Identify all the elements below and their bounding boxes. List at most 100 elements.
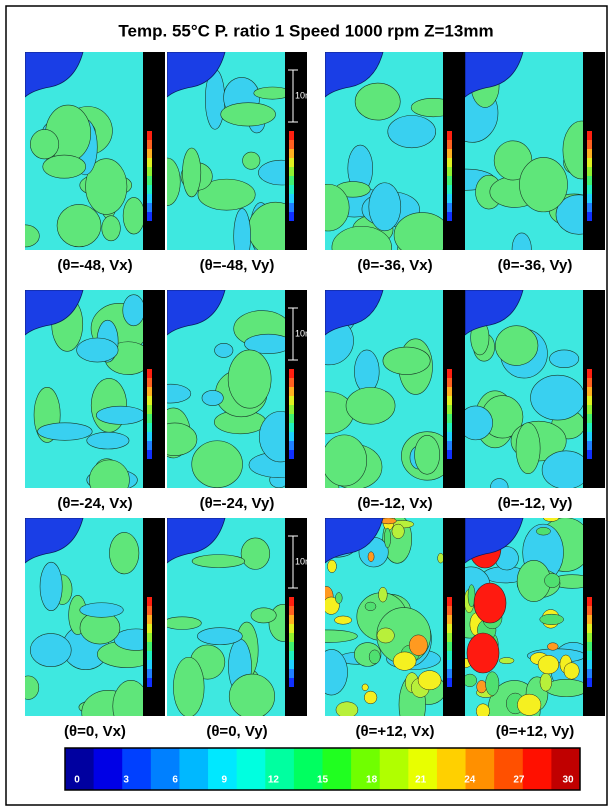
colorbar-frame	[64, 747, 581, 791]
contour-blob	[498, 657, 515, 665]
mini-colorbar	[147, 194, 152, 203]
contour-blob	[29, 129, 60, 160]
wall-region	[465, 290, 524, 336]
mini-colorbar	[447, 212, 452, 221]
contour-blob	[539, 672, 552, 692]
contour-blob	[384, 527, 391, 549]
contour-blob	[519, 157, 568, 213]
mini-colorbar	[587, 396, 592, 405]
colorbar-segment	[179, 748, 209, 790]
mini-colorbar	[289, 194, 294, 203]
contour-panel: (θ=-12, Vx)	[325, 290, 465, 512]
contour-blob	[417, 670, 442, 691]
mini-colorbar	[147, 606, 152, 615]
contour-blob	[378, 586, 388, 603]
colorbar-segment	[150, 748, 180, 790]
mini-colorbar	[289, 450, 294, 459]
colorbar-tick-label: 3	[123, 775, 129, 786]
contour-blob	[244, 333, 285, 354]
panel-label: (θ=0, Vx)	[64, 723, 126, 740]
mini-colorbar	[447, 669, 452, 678]
wall-region	[25, 518, 84, 564]
mini-colorbar	[147, 669, 152, 678]
contour-panel: (θ=0, Vx)	[25, 518, 165, 740]
contour-blob	[101, 215, 121, 242]
panel-label: (θ=0, Vy)	[206, 723, 267, 740]
contour-blob	[250, 607, 277, 624]
contour-blob	[214, 342, 234, 358]
contour-blob	[517, 693, 542, 716]
mini-colorbar	[147, 597, 152, 606]
mini-colorbar	[587, 441, 592, 450]
contour-panel: (θ=-24, Vy) 10mm	[167, 290, 320, 512]
mini-colorbar	[289, 185, 294, 194]
contour-blob	[530, 374, 583, 421]
contour-blob	[327, 559, 337, 573]
contour-blob	[197, 627, 243, 645]
contour-blob	[391, 523, 405, 539]
contour-blob	[122, 197, 143, 235]
contour-blob	[367, 551, 375, 562]
contour-blob	[376, 627, 395, 644]
contour-field	[167, 52, 285, 250]
contour-blob	[465, 405, 493, 441]
side-strip	[285, 518, 307, 716]
contour-blob	[345, 387, 396, 425]
mini-colorbar	[587, 597, 592, 606]
mini-colorbar	[147, 423, 152, 432]
side-strip	[443, 290, 465, 488]
panel-label: (θ=-12, Vx)	[357, 495, 432, 512]
side-strip	[583, 52, 605, 250]
mini-colorbar	[289, 149, 294, 158]
colorbar-tick-label: 30	[562, 775, 574, 786]
colorbar-segment	[236, 748, 266, 790]
colorbar-segment	[379, 748, 409, 790]
scale-bar-label: 10mm	[295, 556, 320, 566]
mini-colorbar	[289, 405, 294, 414]
mini-colorbar	[587, 669, 592, 678]
contour-blob	[437, 552, 443, 564]
contour-blob	[511, 232, 532, 250]
panel-label: (θ=-12, Vy)	[498, 495, 573, 512]
contour-blob	[414, 434, 440, 475]
mini-colorbar	[147, 651, 152, 660]
mini-colorbar	[447, 405, 452, 414]
mini-colorbar	[147, 212, 152, 221]
colorbar-tick-label: 6	[172, 775, 178, 786]
panel-label: (θ=-24, Vx)	[57, 495, 132, 512]
contour-blob	[354, 349, 380, 394]
side-strip	[583, 290, 605, 488]
contour-blob	[228, 673, 275, 716]
mini-colorbar	[147, 176, 152, 185]
contour-blob	[354, 82, 401, 121]
mini-colorbar	[289, 624, 294, 633]
wall-region	[167, 518, 226, 564]
mini-colorbar	[447, 441, 452, 450]
contour-blob	[240, 537, 271, 570]
mini-colorbar	[147, 405, 152, 414]
mini-colorbar	[147, 158, 152, 167]
contour-blob	[562, 120, 583, 180]
contour-blob	[253, 86, 285, 100]
panel-label: (θ=-36, Vx)	[357, 257, 432, 274]
contour-blob	[335, 592, 343, 604]
colorbar: 0 3 6 9 12 15 18 21 24 27 30	[64, 747, 581, 791]
contour-panel: (θ=+12, Vx)	[325, 518, 465, 740]
side-strip	[443, 518, 465, 716]
contour-blob	[392, 651, 417, 671]
mini-colorbar	[447, 615, 452, 624]
mini-colorbar	[289, 176, 294, 185]
contour-blob	[490, 478, 509, 488]
mini-colorbar	[289, 387, 294, 396]
contour-field	[325, 518, 443, 716]
mini-colorbar	[289, 167, 294, 176]
contour-blob	[465, 673, 477, 687]
colorbar-segment	[265, 748, 295, 790]
contour-blob	[335, 701, 359, 716]
mini-colorbar	[447, 642, 452, 651]
contour-blob	[76, 337, 119, 363]
mini-colorbar	[587, 660, 592, 669]
mini-colorbar	[147, 642, 152, 651]
mini-colorbar	[147, 441, 152, 450]
mini-colorbar	[447, 369, 452, 378]
